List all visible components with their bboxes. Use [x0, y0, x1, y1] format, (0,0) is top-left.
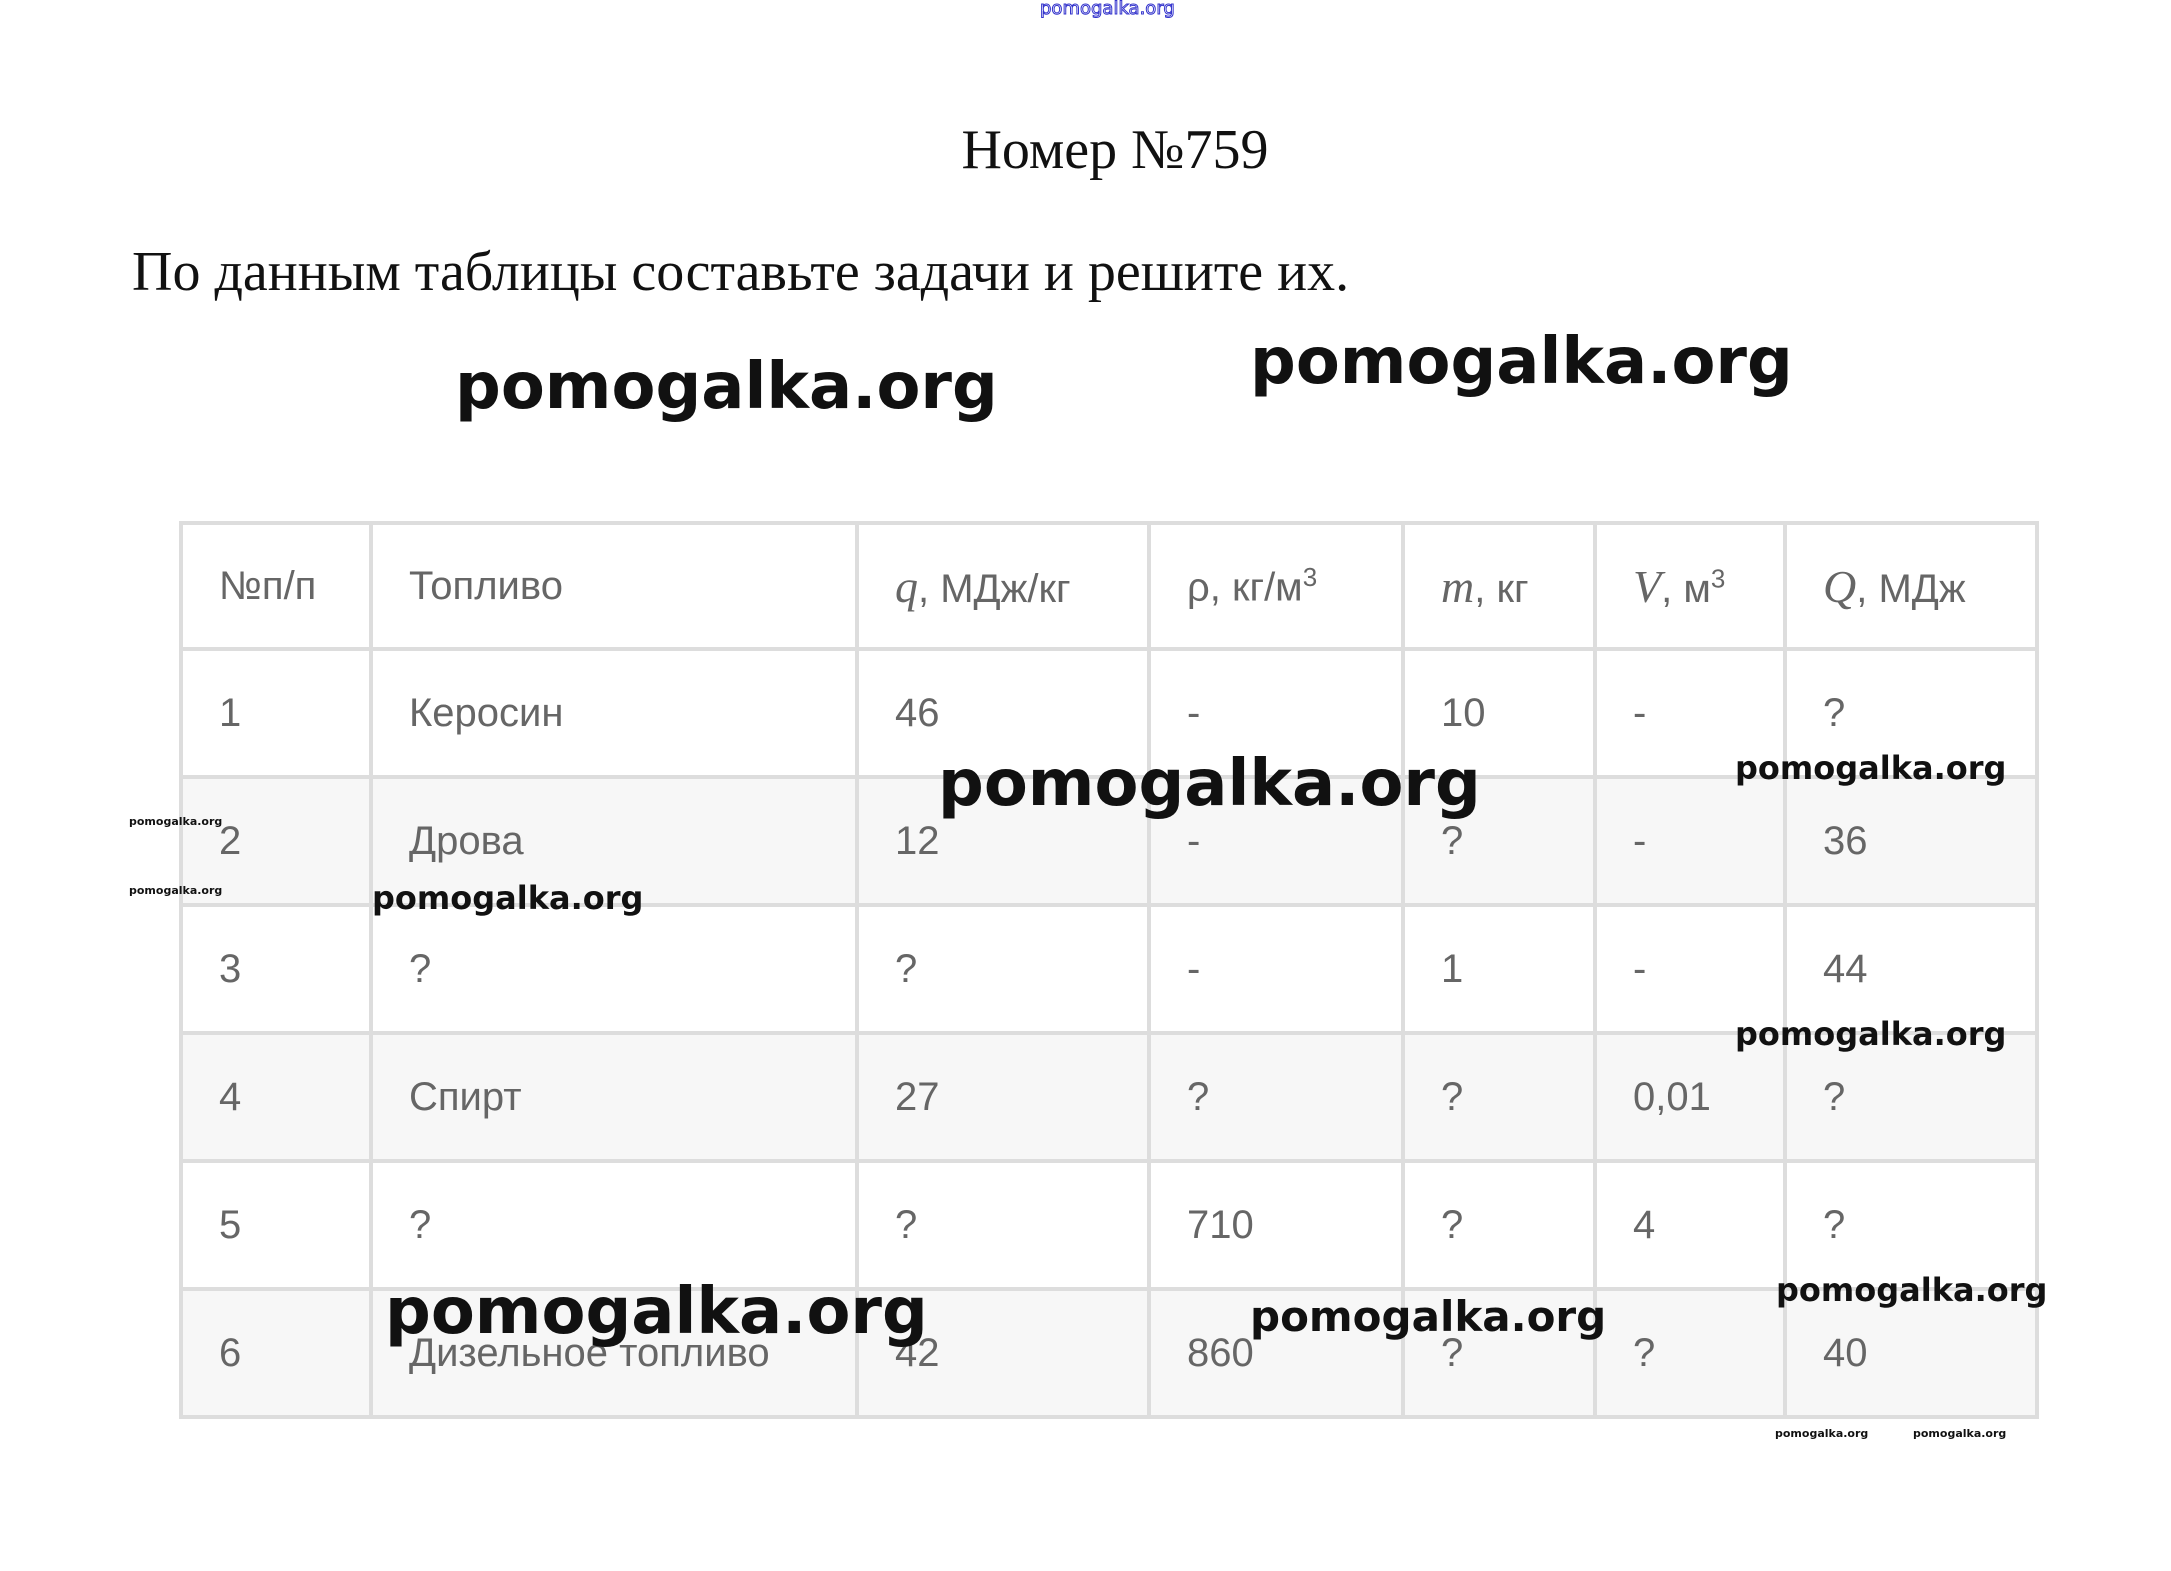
cell-v: - [1593, 647, 1787, 779]
watermark: pomogalka.org [1735, 1015, 2007, 1053]
cell-v: - [1593, 903, 1787, 1035]
cell-rho: ? [1147, 1031, 1405, 1163]
header-sup: 3 [1710, 563, 1726, 594]
cell-fuel: ? [369, 903, 859, 1035]
header-label: , МДж/кг [918, 566, 1071, 611]
header-q: q, МДж/кг [855, 521, 1151, 651]
cell-number: 1 [179, 647, 373, 779]
cell-heat: ? [1783, 647, 2039, 779]
watermark: pomogalka.org [372, 879, 644, 917]
cell-m: 1 [1401, 903, 1597, 1035]
watermark: pomogalka.org [129, 815, 223, 828]
header-symbol: Q [1823, 560, 1857, 612]
header-label: , кг [1474, 566, 1529, 611]
table-row: 1 Керосин 46-10-? [179, 647, 2039, 779]
table-row: 6 Дизельное топливо 42 860?? 40 [179, 1287, 2039, 1419]
cell-number: 2 [179, 775, 373, 907]
header-number: №п/п [179, 521, 373, 651]
cell-fuel: Дизельное топливо [369, 1287, 859, 1419]
cell-m: ? [1401, 1159, 1597, 1291]
header-heat: Q, МДж [1783, 521, 2039, 651]
watermark: pomogalka.org [1735, 749, 2007, 787]
cell-rho: - [1147, 903, 1405, 1035]
table-row: 4 Спирт 27?? 0,01? [179, 1031, 2039, 1163]
table-header-row: №п/п Топливо q, МДж/кг ρ, кг/м3 m, кг V,… [179, 521, 2039, 651]
header-label: , МДж [1856, 566, 1966, 611]
task-text: По данным таблицы составьте задачи и реш… [132, 241, 1350, 303]
watermark: pomogalka.org [1775, 1427, 1869, 1440]
cell-rho: 710 [1147, 1159, 1405, 1291]
cell-v: ? [1593, 1287, 1787, 1419]
header-symbol: V [1633, 560, 1662, 612]
watermark-top: pomogalka.org [1040, 0, 1176, 19]
page-title: Номер №759 [961, 119, 1269, 181]
watermark: pomogalka.org [938, 747, 1481, 821]
header-fuel: Топливо [369, 521, 859, 651]
cell-q: 12 [855, 775, 1151, 907]
cell-heat: ? [1783, 1159, 2039, 1291]
header-label: , м [1661, 566, 1711, 611]
cell-v: 4 [1593, 1159, 1787, 1291]
watermark: pomogalka.org [1913, 1427, 2007, 1440]
cell-rho: - [1147, 647, 1405, 779]
header-v: V, м3 [1593, 521, 1787, 651]
cell-fuel: Спирт [369, 1031, 859, 1163]
cell-v: - [1593, 775, 1787, 907]
table-row: 2 Дрова 12-? -36 [179, 775, 2039, 907]
watermark: pomogalka.org [1250, 1292, 1607, 1341]
cell-q: ? [855, 1159, 1151, 1291]
cell-m: 10 [1401, 647, 1597, 779]
cell-fuel: Керосин [369, 647, 859, 779]
cell-number: 6 [179, 1287, 373, 1419]
cell-rho: - [1147, 775, 1405, 907]
cell-m: ? [1401, 1287, 1597, 1419]
cell-rho: 860 [1147, 1287, 1405, 1419]
watermark: pomogalka.org [1776, 1271, 2048, 1309]
cell-heat: 44 [1783, 903, 2039, 1035]
watermark: pomogalka.org [129, 884, 223, 897]
cell-m: ? [1401, 775, 1597, 907]
table-row: 3?? -1-44 [179, 903, 2039, 1035]
cell-heat: 40 [1783, 1287, 2039, 1419]
watermark: pomogalka.org [1250, 325, 1793, 399]
fuel-table: №п/п Топливо q, МДж/кг ρ, кг/м3 m, кг V,… [179, 521, 2039, 1419]
header-sup: 3 [1302, 561, 1318, 592]
watermark: pomogalka.org [455, 350, 998, 424]
cell-q: 42 [855, 1287, 1151, 1419]
header-rho: ρ, кг/м3 [1147, 521, 1405, 651]
cell-fuel: Дрова [369, 775, 859, 907]
cell-number: 3 [179, 903, 373, 1035]
cell-v: 0,01 [1593, 1031, 1787, 1163]
cell-number: 5 [179, 1159, 373, 1291]
header-label: Топливо [409, 563, 563, 608]
cell-q: ? [855, 903, 1151, 1035]
cell-heat: 36 [1783, 775, 2039, 907]
cell-q: 46 [855, 647, 1151, 779]
cell-number: 4 [179, 1031, 373, 1163]
cell-fuel: ? [369, 1159, 859, 1291]
header-symbol: q [895, 560, 918, 612]
cell-q: 27 [855, 1031, 1151, 1163]
watermark: pomogalka.org [385, 1275, 928, 1349]
header-label: ρ, кг/м [1187, 565, 1303, 610]
cell-m: ? [1401, 1031, 1597, 1163]
table-row: 5?? 710? 4? [179, 1159, 2039, 1291]
header-m: m, кг [1401, 521, 1597, 651]
header-label: №п/п [219, 563, 317, 608]
header-symbol: m [1441, 560, 1475, 612]
cell-heat: ? [1783, 1031, 2039, 1163]
